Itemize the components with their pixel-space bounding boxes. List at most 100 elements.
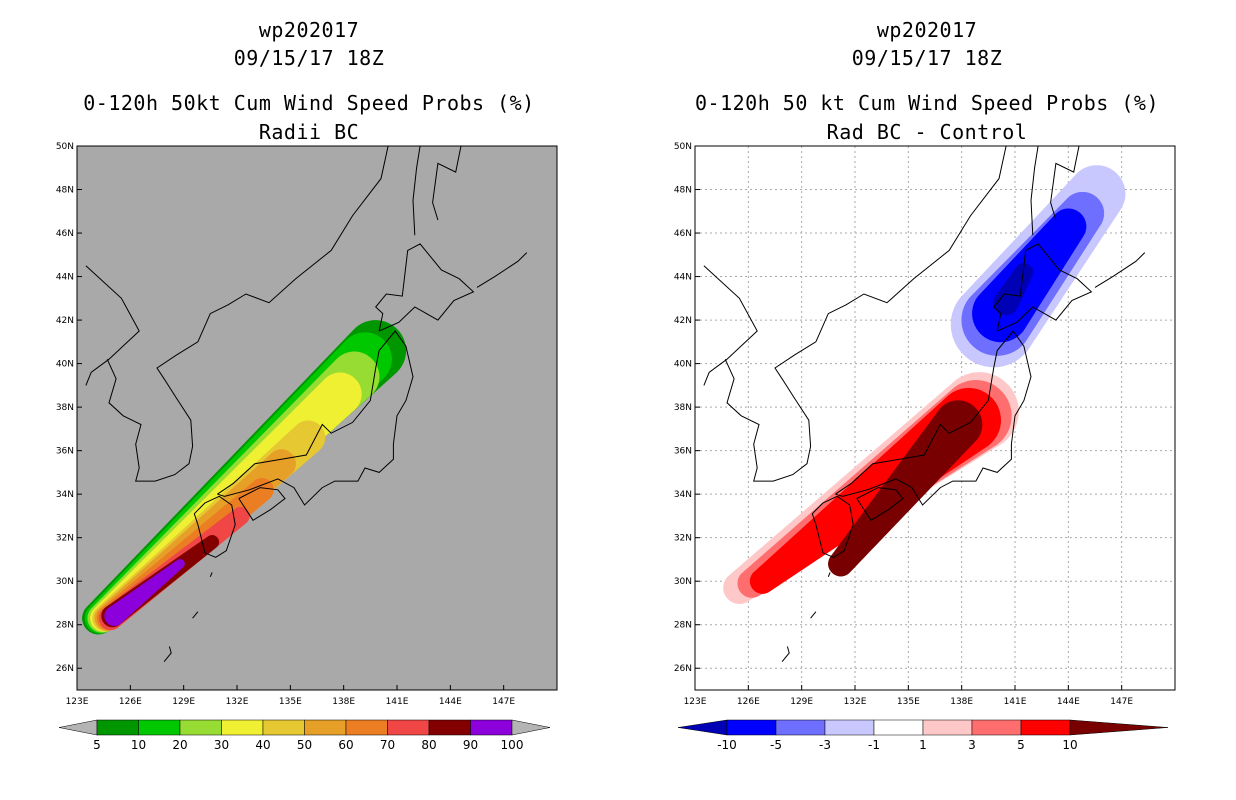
- y-tick-label: 44N: [674, 273, 692, 283]
- colorbar-swatch: [824, 719, 875, 736]
- datetime: 09/15/17 18Z: [851, 46, 1003, 70]
- coastline: [856, 487, 904, 521]
- colorbar-label: 100: [501, 738, 524, 752]
- x-tick-label: 123E: [684, 697, 707, 707]
- contour-layer: [695, 146, 1175, 690]
- y-tick-label: 38N: [674, 403, 692, 413]
- x-tick-label: 126E: [737, 697, 760, 707]
- x-tick-label: 147E: [492, 697, 515, 707]
- y-tick-label: 44N: [56, 273, 74, 283]
- colorbar-label: 20: [172, 738, 187, 752]
- colorbar-label: 90: [463, 738, 478, 752]
- colorbar-swatch: [726, 719, 777, 736]
- y-tick-label: 26N: [56, 664, 74, 674]
- coastline: [375, 243, 475, 332]
- chart-subtitle: Radii BC: [258, 120, 360, 144]
- y-tick-label: 48N: [674, 186, 692, 196]
- colorbar-label: -10: [717, 738, 737, 752]
- x-tick-label: 135E: [279, 697, 302, 707]
- difference-map: 123E 126E 129E 132E 135E 138E 141E 144E 147E 26N 2…: [674, 142, 1176, 752]
- probability-panel: wp202017 09/15/17 18Z 0-120h 50kt Cum Wi…: [56, 18, 558, 752]
- colorbar-swatch: [221, 719, 264, 736]
- colorbar-arrow-low: [58, 719, 98, 736]
- x-tick-label: 138E: [950, 697, 973, 707]
- y-tick-label: 34N: [56, 490, 74, 500]
- x-tick-label: 147E: [1110, 697, 1133, 707]
- y-tick-label: 50N: [56, 142, 74, 152]
- colorbar-label: 3: [968, 738, 976, 752]
- coastline: [106, 146, 389, 482]
- coastlines: [85, 146, 528, 663]
- colorbar-swatch: [775, 719, 826, 736]
- storm-id: wp202017: [258, 18, 360, 42]
- chart-subtitle: Rad BC - Control: [826, 120, 1028, 144]
- coastline: [193, 495, 236, 558]
- coastline: [724, 146, 1007, 482]
- colorbar-swatch: [138, 719, 181, 736]
- coastline: [703, 265, 758, 386]
- map-frame: [694, 145, 1176, 691]
- colorbar-arrow-high: [1069, 719, 1169, 736]
- contour-layer: [82, 146, 528, 663]
- coastline: [1030, 146, 1039, 236]
- y-tick-label: 36N: [674, 447, 692, 457]
- y-tick-label: 46N: [674, 229, 692, 239]
- colorbar-label: 70: [380, 738, 395, 752]
- colorbar-swatch: [179, 719, 222, 736]
- colorbar-swatch: [262, 719, 305, 736]
- colorbar-swatch: [428, 719, 471, 736]
- coastline: [217, 330, 414, 506]
- coastline: [827, 572, 831, 577]
- coastline: [1050, 146, 1080, 221]
- y-tick-label: 38N: [56, 403, 74, 413]
- coastline: [476, 252, 528, 288]
- coastline: [1094, 252, 1146, 288]
- x-tick-label: 141E: [1004, 697, 1027, 707]
- contour-level-90: [104, 559, 185, 627]
- coastline: [163, 646, 172, 663]
- x-tick-label: 141E: [386, 697, 409, 707]
- y-tick-label: 28N: [56, 621, 74, 631]
- colorbar-swatch: [387, 719, 430, 736]
- colorbar-label: -5: [770, 738, 782, 752]
- x-tick-label: 126E: [119, 697, 142, 707]
- y-tick-label: 32N: [56, 534, 74, 544]
- y-tick-label: 28N: [674, 621, 692, 631]
- x-tick-label: 129E: [790, 697, 813, 707]
- colorbar-label: 5: [1017, 738, 1025, 752]
- probability-map: 123E 126E 129E 132E 135E 138E 141E 144E 147E 26N 2…: [56, 142, 558, 752]
- colorbar-label: 40: [255, 738, 270, 752]
- colorbar-swatch: [96, 719, 139, 736]
- colorbar-label: 30: [214, 738, 229, 752]
- colorbar-label: 50: [297, 738, 312, 752]
- colorbar-label: -3: [819, 738, 831, 752]
- y-tick-label: 34N: [674, 490, 692, 500]
- y-tick-label: 42N: [56, 316, 74, 326]
- coastline: [85, 265, 140, 386]
- colorbar-swatch: [1020, 719, 1071, 736]
- colorbar-label: 10: [131, 738, 146, 752]
- x-tick-label: 144E: [439, 697, 462, 707]
- coastline: [238, 487, 286, 521]
- colorbar-label: 80: [421, 738, 436, 752]
- x-tick-label: 123E: [66, 697, 89, 707]
- coastline: [432, 146, 462, 221]
- colorbar-swatch: [470, 719, 513, 736]
- y-tick-label: 50N: [674, 142, 692, 152]
- y-tick-label: 48N: [56, 186, 74, 196]
- y-tick-label: 40N: [56, 360, 74, 370]
- gridlines: [695, 146, 1175, 690]
- colorbar-arrow-low: [677, 719, 728, 736]
- x-tick-label: 132E: [226, 697, 249, 707]
- difference-panel: wp202017 09/15/17 18Z 0-120h 50 kt Cum W…: [618, 0, 1236, 800]
- colorbar-label: 1: [919, 738, 927, 752]
- map-frame: [76, 145, 558, 691]
- coastline: [781, 646, 790, 663]
- coastline: [835, 330, 1032, 506]
- y-tick-label: 36N: [56, 447, 74, 457]
- chart-title: 0-120h 50 kt Cum Wind Speed Probs (%): [694, 91, 1160, 115]
- coastline: [811, 495, 854, 558]
- coastline: [192, 611, 199, 619]
- colorbar-label: 5: [93, 738, 101, 752]
- colorbar-swatch: [971, 719, 1022, 736]
